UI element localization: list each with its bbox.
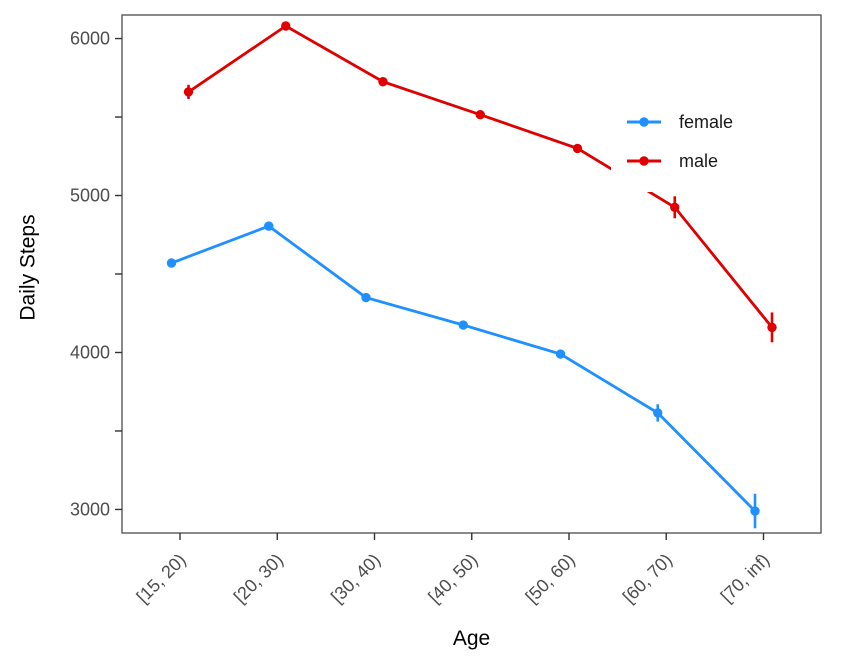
x-tick-label: [70, inf): [717, 550, 774, 607]
y-tick-label: 3000: [70, 499, 110, 519]
x-tick-label: [15, 20): [133, 550, 190, 607]
data-point-female: [361, 292, 371, 303]
legend-background: [611, 100, 747, 192]
data-point-female: [555, 349, 566, 359]
legend: female male: [611, 100, 747, 192]
legend-key-dot-female: [639, 117, 649, 127]
data-point-male: [378, 77, 388, 87]
x-tick-label: [20, 30): [230, 550, 287, 607]
series-female: [166, 221, 760, 529]
data-point-female: [264, 221, 274, 231]
x-tick-label: [30, 40): [327, 550, 384, 607]
legend-key-dot-male: [639, 156, 649, 166]
legend-label-female: female: [679, 112, 733, 132]
data-point-male: [281, 21, 291, 31]
y-tick-label: 6000: [70, 29, 110, 49]
data-point-male: [572, 143, 583, 154]
y-axis-title: Daily Steps: [16, 214, 40, 321]
x-axis-title: Age: [452, 627, 491, 650]
x-tick-label: [60, 70): [619, 550, 676, 607]
y-tick-label: 4000: [70, 342, 110, 362]
y-tick-label: 5000: [70, 186, 110, 206]
x-tick-label: [40, 50): [424, 550, 481, 607]
data-point-female: [166, 258, 177, 268]
series-line-female: [171, 224, 756, 513]
data-point-female: [653, 408, 663, 418]
legend-label-male: male: [679, 151, 718, 171]
data-point-female: [750, 506, 760, 516]
panel-border: [121, 14, 822, 534]
data-point-male: [670, 202, 680, 212]
data-point-male: [183, 87, 194, 97]
series-male: [183, 21, 777, 343]
data-point-female: [458, 320, 468, 330]
data-point-male: [767, 322, 777, 333]
x-tick-label: [50, 60): [522, 550, 579, 607]
data-point-male: [475, 109, 485, 120]
